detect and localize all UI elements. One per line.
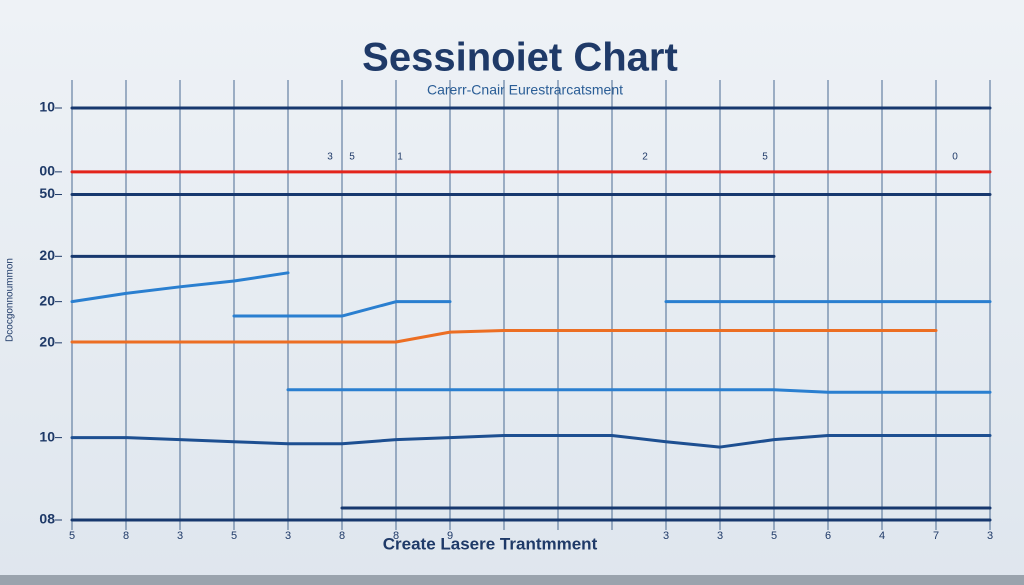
y-axis-label: Dcocgonnoummon — [5, 258, 16, 342]
series-line — [70, 434, 992, 449]
x-tick-label: 6 — [825, 530, 831, 542]
y-tick-label: 10 — [39, 99, 55, 115]
x-tick-label: 8 — [123, 530, 129, 542]
y-tick-label: 50 — [39, 185, 55, 201]
y-tick-label: 10 — [39, 428, 55, 444]
x-tick-label: 3 — [285, 530, 291, 542]
annotation: 2 — [642, 152, 648, 163]
x-tick-label: 5 — [771, 530, 777, 542]
y-tick-label: 08 — [39, 511, 55, 527]
x-tick-label: 3 — [177, 530, 183, 542]
x-tick-label: 5 — [231, 530, 237, 542]
series-line — [232, 300, 452, 318]
series-line — [70, 271, 290, 304]
bottom-band — [0, 575, 1024, 585]
y-tick-label: 20 — [39, 292, 55, 308]
x-tick-label: 3 — [987, 530, 993, 542]
series-line — [286, 388, 992, 394]
x-tick-label: 8 — [393, 530, 399, 542]
y-tick-label: 20 — [39, 334, 55, 350]
chart-subtitle: Carerr-Cnair Eurestrarcatsment — [427, 82, 623, 98]
y-tick-label: 20 — [39, 247, 55, 263]
x-tick-label: 8 — [339, 530, 345, 542]
annotation: 5 — [349, 152, 355, 163]
x-tick-label: 3 — [717, 530, 723, 542]
x-axis-label: Create Lasere Trantmment — [383, 534, 598, 553]
annotation: 1 — [397, 152, 403, 163]
chart-title: Sessinoiet Chart — [362, 36, 678, 80]
x-tick-label: 5 — [69, 530, 75, 542]
annotation: 0 — [952, 152, 958, 163]
x-tick-label: 4 — [879, 530, 885, 542]
x-tick-label: 3 — [663, 530, 669, 542]
series-line — [70, 328, 938, 344]
x-tick-label: 7 — [933, 530, 939, 542]
annotation: 3 — [327, 152, 333, 163]
y-tick-label: 00 — [39, 163, 55, 179]
annotation: 5 — [762, 152, 768, 163]
x-tick-label: 9 — [447, 530, 453, 542]
